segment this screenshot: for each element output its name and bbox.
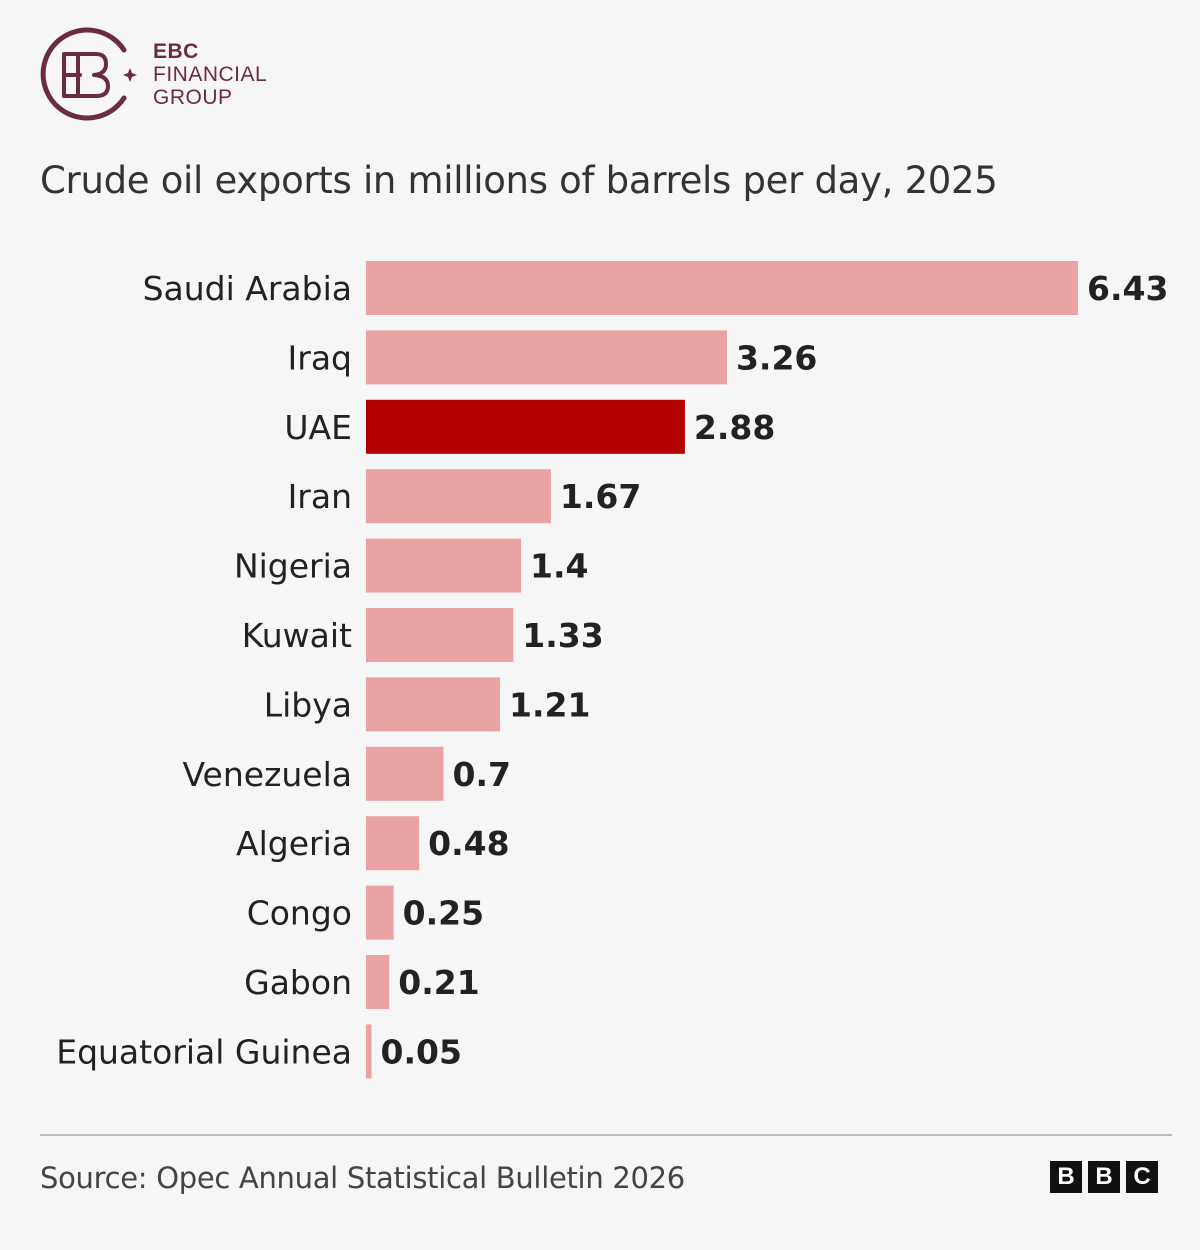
category-label-saudi-arabia: Saudi Arabia xyxy=(143,269,352,308)
category-label-uae: UAE xyxy=(284,408,352,447)
bar-congo xyxy=(366,885,394,940)
value-label-equatorial-guinea: 0.05 xyxy=(381,1032,462,1071)
ebc-logo-mark-icon xyxy=(40,27,137,121)
bar-algeria xyxy=(366,816,420,871)
category-label-gabon: Gabon xyxy=(244,963,352,1002)
bar-kuwait xyxy=(366,608,514,662)
bbc-logo-block-3: C xyxy=(1126,1161,1158,1193)
value-label-kuwait: 1.33 xyxy=(522,616,603,655)
category-label-libya: Libya xyxy=(264,685,352,724)
bbc-logo-block-1: B xyxy=(1050,1161,1082,1193)
category-label-iran: Iran xyxy=(288,477,352,516)
category-label-kuwait: Kuwait xyxy=(242,616,352,655)
bbc-logo: B B C xyxy=(1050,1161,1158,1193)
category-label-nigeria: Nigeria xyxy=(234,547,352,586)
brand-name-line1: EBC xyxy=(153,40,199,63)
category-label-venezuela: Venezuela xyxy=(183,755,352,794)
value-label-libya: 1.21 xyxy=(509,685,590,724)
bar-uae xyxy=(366,399,685,454)
value-label-venezuela: 0.7 xyxy=(453,755,511,794)
bar-iraq xyxy=(366,330,727,385)
value-label-iraq: 3.26 xyxy=(736,338,817,377)
ebc-logo: EBC FINANCIAL GROUP xyxy=(38,24,278,124)
bbc-logo-block-2: B xyxy=(1088,1161,1120,1193)
value-label-iran: 1.67 xyxy=(560,477,641,516)
value-label-nigeria: 1.4 xyxy=(530,547,588,586)
source-note: Source: Opec Annual Statistical Bulletin… xyxy=(40,1161,685,1195)
bar-equatorial-guinea xyxy=(366,1024,372,1079)
footer-divider xyxy=(40,1134,1172,1136)
value-label-saudi-arabia: 6.43 xyxy=(1087,269,1168,308)
value-label-algeria: 0.48 xyxy=(428,824,509,863)
brand-name-line2: FINANCIAL xyxy=(153,63,268,86)
bar-libya xyxy=(366,677,500,732)
bar-nigeria xyxy=(366,538,522,593)
bar-venezuela xyxy=(366,746,444,801)
chart-title: Crude oil exports in millions of barrels… xyxy=(40,159,998,202)
bar-iran xyxy=(366,469,551,524)
category-label-congo: Congo xyxy=(247,894,352,933)
bar-gabon xyxy=(366,955,390,1009)
category-label-iraq: Iraq xyxy=(288,338,352,377)
bar-saudi-arabia xyxy=(366,261,1078,315)
category-label-algeria: Algeria xyxy=(236,824,352,863)
value-label-gabon: 0.21 xyxy=(398,963,479,1002)
bar-chart: Saudi Arabia 6.43 Iraq 3.26 UAE 2.88 Iran 1.67 N… xyxy=(56,261,1168,1079)
value-label-uae: 2.88 xyxy=(694,408,775,447)
brand-name-line3: GROUP xyxy=(153,86,233,109)
category-label-equatorial-guinea: Equatorial Guinea xyxy=(56,1032,352,1071)
value-label-congo: 0.25 xyxy=(403,894,484,933)
